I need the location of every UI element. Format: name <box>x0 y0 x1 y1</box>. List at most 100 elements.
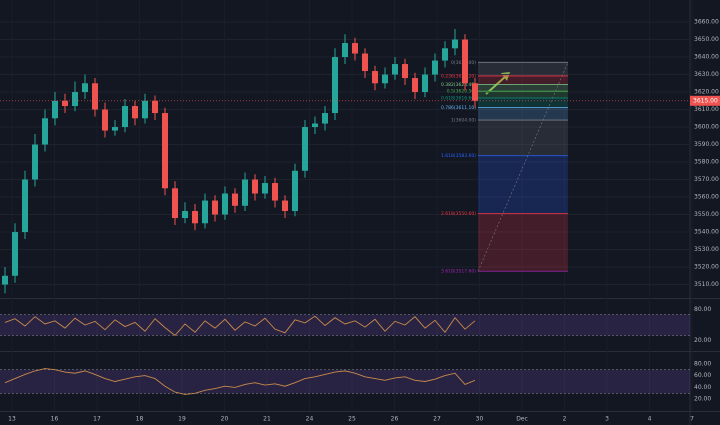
y-tick-label: 3650.00 <box>694 36 719 43</box>
price-tag-label: 3615.00 <box>693 97 718 104</box>
x-tick-label: 25 <box>348 416 356 423</box>
candle-body <box>472 83 478 101</box>
candle-body <box>462 39 468 84</box>
fib-label: 0.382(3624.40) <box>441 82 476 88</box>
candle-body <box>212 200 218 215</box>
osc-tick-label: 80.00 <box>694 360 711 367</box>
fib-label: 1.618(3583.60) <box>441 153 476 159</box>
x-tick-label: 19 <box>178 416 186 423</box>
x-tick-label: 7 <box>690 416 694 423</box>
candle-body <box>322 113 328 124</box>
fib-zone <box>478 155 568 214</box>
candle-body <box>192 211 198 224</box>
y-tick-label: 3620.00 <box>694 89 719 96</box>
candle-body <box>442 48 448 61</box>
fib-zone <box>478 213 568 272</box>
osc-tick-label: 60.00 <box>694 372 711 379</box>
x-tick-label: 21 <box>263 416 271 423</box>
candle-body <box>242 179 248 206</box>
candle-body <box>352 43 358 54</box>
candle-body <box>292 170 298 212</box>
x-tick-label: Dec <box>516 416 528 423</box>
y-tick-label: 3520.00 <box>694 264 719 271</box>
x-tick-label: 20 <box>221 416 229 423</box>
candle-body <box>102 109 108 131</box>
candle-body <box>52 100 58 119</box>
osc-band <box>0 369 690 394</box>
osc-tick-label: 40.00 <box>694 384 711 391</box>
candle-body <box>92 83 98 110</box>
y-tick-label: 3640.00 <box>694 54 719 61</box>
candle-body <box>82 83 88 93</box>
candle-body <box>422 74 428 93</box>
candle-body <box>312 123 318 128</box>
y-tick-label: 3580.00 <box>694 159 719 166</box>
x-tick-label: 26 <box>391 416 399 423</box>
candle-body <box>452 39 458 49</box>
candle-body <box>62 100 68 107</box>
y-tick-label: 3540.00 <box>694 229 719 236</box>
candle-body <box>432 60 438 75</box>
y-tick-label: 3660.00 <box>694 19 719 26</box>
candle-body <box>112 127 118 131</box>
osc-tick-label: 80.00 <box>694 306 711 313</box>
candle-body <box>302 127 308 171</box>
osc-tick-label: 20.00 <box>694 337 711 344</box>
candle-body <box>252 179 258 194</box>
candle-body <box>152 100 158 114</box>
fib-label: 0.236(3629.20) <box>441 73 476 79</box>
fib-zone <box>478 120 568 156</box>
osc-line <box>4 368 476 395</box>
candle-body <box>72 92 78 107</box>
x-tick-label: 30 <box>476 416 484 423</box>
x-tick-label: 24 <box>306 416 314 423</box>
candle-body <box>202 200 208 224</box>
candle-body <box>182 211 188 219</box>
candle-body <box>342 43 348 58</box>
x-tick-label: 27 <box>433 416 441 423</box>
fib-label: 1(3604.00) <box>451 118 476 124</box>
x-tick-label: 16 <box>51 416 59 423</box>
fib-zone <box>478 75 568 85</box>
fib-label: 3.618(3517.60) <box>441 269 476 275</box>
candle-body <box>172 188 178 219</box>
y-tick-label: 3530.00 <box>694 246 719 253</box>
candle-body <box>272 183 278 201</box>
y-tick-label: 3600.00 <box>694 124 719 131</box>
y-tick-label: 3570.00 <box>694 176 719 183</box>
fib-label: 0.5(3620.50) <box>447 89 477 95</box>
candle-body <box>32 144 38 180</box>
x-tick-label: 3 <box>605 416 609 423</box>
y-tick-label: 3560.00 <box>694 194 719 201</box>
candle-body <box>362 53 368 72</box>
candle-body <box>222 193 228 215</box>
x-tick-label: 13 <box>8 416 16 423</box>
osc-tick-label: 20.00 <box>694 396 711 403</box>
fib-zone <box>478 91 568 98</box>
x-tick-label: 17 <box>93 416 101 423</box>
candle-body <box>122 106 128 128</box>
candle-body <box>132 106 138 119</box>
candle-body <box>2 275 8 285</box>
candle-body <box>412 78 418 93</box>
candle-body <box>162 113 168 189</box>
candle-body <box>332 57 338 114</box>
fib-zone <box>478 107 568 121</box>
y-tick-label: 3510.00 <box>694 281 719 288</box>
candle-body <box>372 71 378 84</box>
price-tag-box <box>690 95 720 106</box>
candle-body <box>282 200 288 212</box>
candle-body <box>262 183 268 194</box>
y-tick-label: 3610.00 <box>694 106 719 113</box>
candle-body <box>232 193 238 206</box>
fib-zone <box>478 62 568 76</box>
candle-body <box>382 74 388 84</box>
y-tick-label: 3550.00 <box>694 211 719 218</box>
x-tick-label: 18 <box>136 416 144 423</box>
y-tick-label: 3630.00 <box>694 71 719 78</box>
candle-body <box>12 232 18 276</box>
fib-zone <box>478 84 568 92</box>
y-tick-label: 3590.00 <box>694 141 719 148</box>
osc-band <box>0 314 690 336</box>
